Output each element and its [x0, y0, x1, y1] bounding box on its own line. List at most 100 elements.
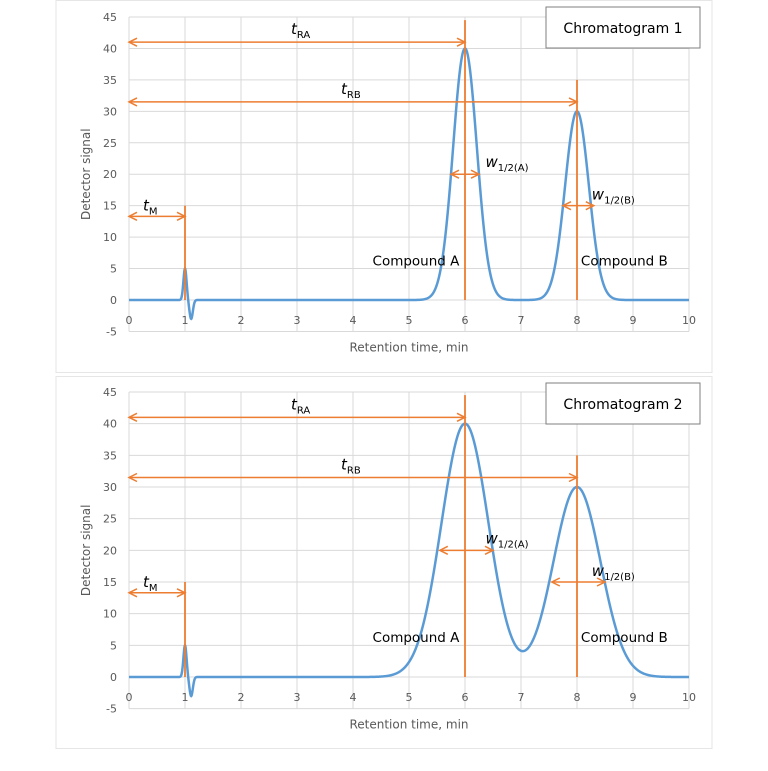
y-tick-label: 20 — [103, 168, 117, 181]
wA-subscript: 1/2(A) — [498, 539, 529, 550]
chromatogram-curve — [129, 422, 689, 698]
y-tick-label: 5 — [110, 639, 117, 652]
y-tick-label: 25 — [103, 513, 117, 526]
wA-label: w1/2(A) — [485, 529, 528, 550]
x-tick-label: 7 — [518, 691, 525, 704]
wB-symbol: w — [592, 562, 605, 580]
tRA-arrowhead-left — [127, 37, 138, 47]
tM-arrowhead-right — [176, 588, 187, 598]
tRA-symbol: t — [291, 395, 298, 413]
chart-frame — [55, 376, 713, 749]
x-tick-label: 4 — [350, 314, 357, 327]
wA-symbol: w — [485, 153, 498, 171]
tM-arrowhead-left — [127, 588, 138, 598]
compound-a-label: Compound A — [373, 630, 461, 646]
tRA-subscript: RA — [297, 30, 311, 41]
x-tick-label: 1 — [182, 314, 189, 327]
tRB-symbol: t — [341, 80, 348, 98]
tRB-arrowhead-right — [568, 472, 579, 483]
wB-label: w1/2(B) — [592, 186, 635, 207]
y-tick-label: 0 — [110, 294, 117, 307]
x-tick-label: 3 — [294, 314, 301, 327]
x-tick-label: 7 — [518, 314, 525, 327]
tM-arrowhead-left — [127, 211, 138, 222]
chromatogram-curve — [129, 47, 689, 321]
x-axis-label: Retention time, min — [349, 340, 468, 354]
compound-b-label: Compound B — [581, 253, 668, 269]
chart-title: Chromatogram 1 — [563, 21, 682, 37]
wA-symbol: w — [485, 529, 498, 547]
x-tick-label: 2 — [238, 314, 245, 327]
compound-a-label: Compound A — [373, 253, 461, 269]
x-tick-label: 0 — [126, 314, 133, 327]
x-tick-label: 6 — [462, 691, 469, 704]
x-axis-label: Retention time, min — [349, 718, 468, 732]
wB-arrowhead-left — [561, 200, 572, 211]
y-tick-label: 40 — [103, 42, 117, 55]
x-tick-label: 3 — [294, 691, 301, 704]
x-tick-label: 10 — [682, 691, 696, 704]
x-tick-label: 1 — [182, 691, 189, 704]
tRA-arrowhead-left — [127, 412, 138, 423]
y-tick-label: -5 — [106, 703, 117, 716]
tRA-arrowhead-right — [456, 412, 467, 423]
wB-arrowhead-right — [585, 200, 596, 211]
chart-frame — [55, 0, 713, 373]
tM-symbol: t — [143, 196, 150, 214]
tRA-symbol: t — [291, 20, 298, 38]
y-tick-label: 5 — [110, 263, 117, 276]
y-axis-label: Detector signal — [79, 505, 93, 597]
x-tick-label: 8 — [574, 691, 581, 704]
x-tick-label: 5 — [406, 314, 413, 327]
x-tick-label: 9 — [630, 691, 637, 704]
y-tick-label: 0 — [110, 671, 117, 684]
tRB-label: tRB — [341, 456, 361, 477]
x-tick-label: 9 — [630, 314, 637, 327]
tRB-arrowhead-right — [568, 97, 579, 107]
tRB-subscript: RB — [347, 90, 361, 101]
tM-label: tM — [143, 573, 158, 594]
x-tick-label: 10 — [682, 314, 696, 327]
x-tick-label: 0 — [126, 691, 133, 704]
tRA-label: tRA — [291, 20, 310, 41]
wB-arrowhead-right — [596, 577, 607, 587]
tRB-subscript: RB — [347, 466, 361, 477]
y-tick-label: -5 — [106, 325, 117, 338]
wA-label: w1/2(A) — [485, 153, 528, 174]
y-tick-label: 25 — [103, 137, 117, 150]
wB-label: w1/2(B) — [592, 562, 635, 583]
y-tick-label: 15 — [103, 200, 117, 213]
tM-subscript: M — [149, 206, 158, 217]
chart-title-box — [545, 382, 701, 425]
y-tick-label: 35 — [103, 449, 117, 462]
x-tick-label: 5 — [406, 691, 413, 704]
wB-arrowhead-left — [550, 577, 561, 587]
y-axis-label: Detector signal — [79, 128, 93, 220]
tRB-symbol: t — [341, 456, 348, 474]
tM-symbol: t — [143, 573, 150, 591]
tM-label: tM — [143, 196, 158, 217]
wA-arrowhead-right — [470, 169, 481, 179]
y-tick-label: 20 — [103, 544, 117, 557]
x-tick-label: 4 — [350, 691, 357, 704]
y-tick-label: 45 — [103, 386, 117, 399]
compound-b-label: Compound B — [581, 630, 668, 646]
wB-symbol: w — [592, 186, 605, 204]
tM-arrowhead-right — [176, 211, 187, 222]
y-tick-label: 30 — [103, 105, 117, 118]
tRA-arrowhead-right — [456, 37, 467, 47]
y-tick-label: 45 — [103, 11, 117, 24]
wA-arrowhead-left — [438, 545, 449, 556]
x-tick-label: 2 — [238, 691, 245, 704]
y-tick-label: 10 — [103, 608, 117, 621]
wA-arrowhead-right — [484, 545, 495, 556]
y-tick-label: 35 — [103, 74, 117, 87]
x-tick-label: 6 — [462, 314, 469, 327]
chart-title: Chromatogram 2 — [563, 397, 682, 413]
y-tick-label: 30 — [103, 481, 117, 494]
tRB-label: tRB — [341, 80, 361, 101]
wB-subscript: 1/2(B) — [604, 196, 635, 207]
y-tick-label: 10 — [103, 231, 117, 244]
